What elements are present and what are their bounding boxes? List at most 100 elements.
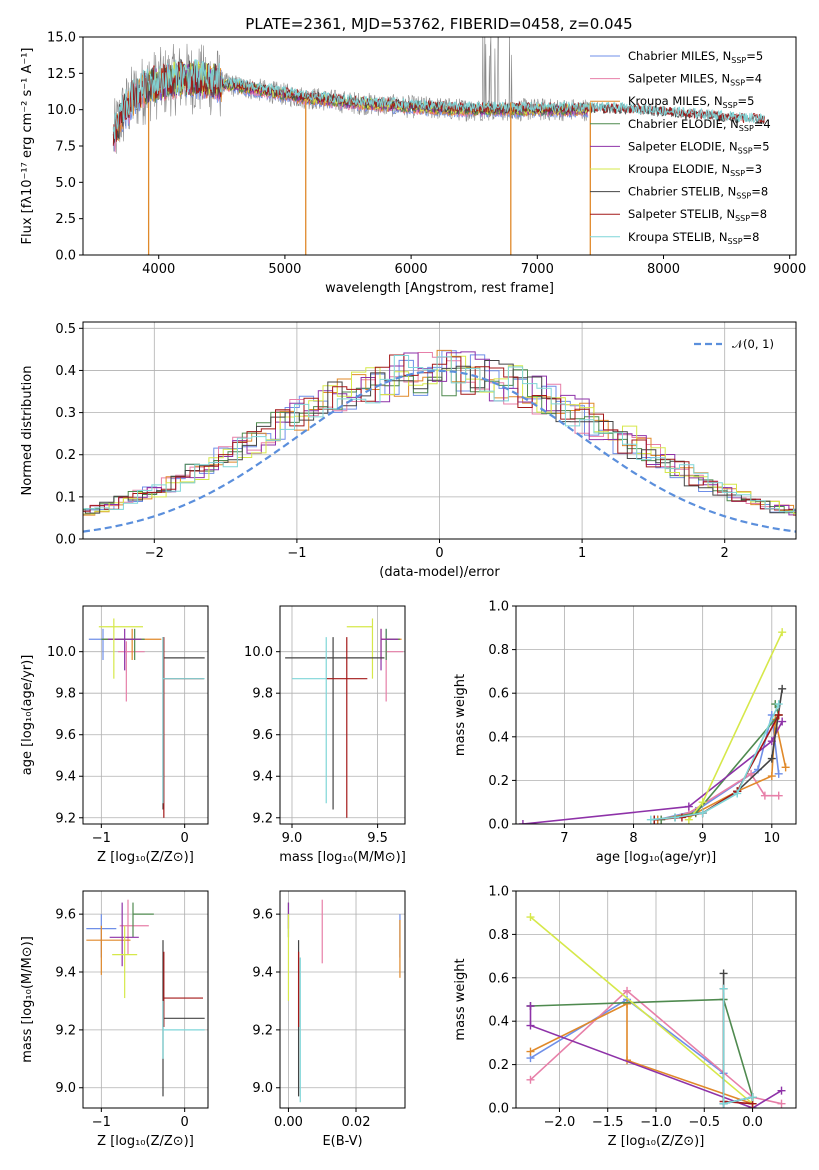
age-weight-frame: 7 8 9 10 0.0 0.2 0.4 0.6 0.8 1.0 age [log₁₀(age/yr… bbox=[453, 600, 797, 865]
errorbar-point bbox=[162, 1000, 205, 1059]
spectrum-frame: 4000 5000 6000 7000 8000 9000 0.0 2.5 5.0 7.5 10.0… bbox=[20, 31, 806, 297]
y-tick-label: 0.0 bbox=[488, 818, 509, 833]
x-tick-label: 8000 bbox=[647, 262, 680, 277]
x-tick-label: −1 bbox=[92, 1115, 111, 1130]
weight-marker bbox=[646, 815, 655, 824]
weight-marker bbox=[760, 791, 769, 800]
x-axis-label: Z [log₁₀(Z/Z⊙)] bbox=[608, 1134, 705, 1149]
y-tick-label: 0.0 bbox=[55, 249, 76, 264]
weight-marker bbox=[526, 913, 535, 922]
weight-marker bbox=[684, 815, 693, 824]
errorbar-point bbox=[162, 637, 205, 804]
weight-marker bbox=[526, 1002, 535, 1011]
y-tick-label: 9.4 bbox=[55, 966, 76, 981]
x-axis-label: Z [log₁₀(Z/Z⊙)] bbox=[97, 850, 194, 865]
errorbar-point bbox=[118, 641, 145, 702]
weight-marker bbox=[671, 813, 680, 822]
x-tick-label: 7 bbox=[560, 831, 568, 846]
y-tick-label: 9.2 bbox=[252, 1023, 273, 1038]
y-tick-label: 9.6 bbox=[252, 728, 273, 743]
x-tick-label: 0 bbox=[435, 546, 443, 561]
y-tick-label: 0.8 bbox=[488, 643, 509, 658]
errorbar-point bbox=[380, 628, 399, 671]
x-tick-label: −1.0 bbox=[640, 1115, 672, 1130]
mass-age-frame: 9.0 9.5 9.2 9.4 9.6 9.8 10.0 mass [log₁₀(M/M⊙)] bbox=[244, 605, 406, 865]
legend-sub: SSP bbox=[723, 101, 738, 110]
y-tick-label: 9.4 bbox=[252, 966, 273, 981]
y-tick-label: 0.6 bbox=[488, 971, 509, 986]
y-tick-label: 0.5 bbox=[55, 322, 76, 337]
y-tick-label: 9.4 bbox=[252, 770, 273, 785]
x-tick-label: 4000 bbox=[142, 262, 175, 277]
weight-marker bbox=[774, 791, 783, 800]
z-age-axes bbox=[83, 606, 208, 824]
y-tick-label: 0.4 bbox=[55, 364, 76, 379]
y-tick-label: 0.0 bbox=[488, 1102, 509, 1117]
weight-marker bbox=[698, 798, 707, 807]
age-weight-lines bbox=[518, 628, 790, 824]
legend-value: =5 bbox=[738, 94, 755, 108]
legend-label: Kroupa ELODIE, NSSP=3 bbox=[628, 162, 762, 178]
y-tick-label: 0.4 bbox=[488, 730, 509, 745]
x-tick-label: 9.0 bbox=[282, 831, 303, 846]
spectrum-lines bbox=[112, 37, 765, 255]
x-tick-label: 0 bbox=[181, 831, 189, 846]
y-tick-label: 10.0 bbox=[47, 645, 76, 660]
x-tick-label: 0.0 bbox=[742, 1115, 763, 1130]
weight-marker bbox=[623, 999, 632, 1008]
panels-layer: 4000 5000 6000 7000 8000 90000.02.55.07.510.0… bbox=[20, 31, 806, 1150]
y-axis-label: Normed distribution bbox=[20, 366, 35, 496]
weight-marker bbox=[767, 772, 776, 781]
y-tick-label: 1.0 bbox=[488, 600, 509, 615]
x-tick-label: 0.02 bbox=[342, 1115, 371, 1130]
x-tick-label: 9 bbox=[699, 831, 707, 846]
x-axis-label: mass [log₁₀(M/M⊙)] bbox=[279, 850, 406, 865]
legend-label: Chabrier STELIB, NSSP=8 bbox=[628, 185, 768, 201]
histogram-salpeter-elodie bbox=[83, 351, 796, 516]
x-tick-label: 9.5 bbox=[367, 831, 388, 846]
errorbar-point bbox=[291, 637, 327, 804]
weight-marker bbox=[526, 1047, 535, 1056]
y-axis-label: mass weight bbox=[453, 958, 468, 1040]
z-age-errorbars bbox=[88, 618, 205, 818]
y-tick-label: 9.2 bbox=[252, 811, 273, 826]
weight-marker bbox=[526, 1075, 535, 1084]
x-tick-label: −1.5 bbox=[592, 1115, 624, 1130]
y-axis-label: mass [log₁₀(M/M⊙)] bbox=[20, 936, 35, 1063]
errorbar-point bbox=[112, 925, 138, 999]
weight-marker bbox=[698, 809, 707, 818]
y-tick-label: 10.0 bbox=[244, 645, 273, 660]
x-tick-label: 8 bbox=[629, 831, 637, 846]
weight-marker bbox=[623, 986, 632, 995]
weight-marker bbox=[774, 700, 783, 709]
x-tick-label: 7000 bbox=[521, 262, 554, 277]
y-tick-label: 0.4 bbox=[488, 1015, 509, 1030]
weight-marker bbox=[719, 969, 728, 978]
legend-sub: SSP bbox=[728, 237, 743, 246]
axes-frame bbox=[82, 890, 209, 1109]
legend-label: Salpeter STELIB, NSSP=8 bbox=[628, 207, 767, 223]
y-tick-label: 0.1 bbox=[55, 490, 76, 505]
normal-curve bbox=[83, 369, 796, 533]
y-tick-label: 9.2 bbox=[55, 1023, 76, 1038]
y-tick-label: 0.2 bbox=[55, 448, 76, 463]
legend-sub: SSP bbox=[739, 124, 754, 133]
weight-marker bbox=[778, 628, 787, 637]
y-tick-label: 9.6 bbox=[55, 728, 76, 743]
legend-value: =8 bbox=[743, 230, 760, 244]
legend-value: =5 bbox=[753, 139, 770, 153]
legend-label: 𝒩(0, 1) bbox=[732, 337, 774, 351]
z-mass-frame: −1 0 9.0 9.2 9.4 9.6 Z [log₁₀(Z/Z⊙)] mass [log₁… bbox=[20, 890, 209, 1149]
legend-sub: SSP bbox=[736, 192, 751, 201]
residual-histograms bbox=[83, 349, 796, 533]
weight-marker bbox=[781, 763, 790, 772]
weight-marker bbox=[774, 769, 783, 778]
legend-sub: SSP bbox=[730, 169, 745, 178]
y-tick-label: 7.5 bbox=[55, 140, 76, 155]
legend-label: Chabrier MILES, NSSP=5 bbox=[628, 49, 763, 65]
x-axis-label: (data-model)/error bbox=[379, 565, 500, 580]
legend-label: Kroupa STELIB, NSSP=8 bbox=[628, 230, 759, 246]
z-weight-lines bbox=[526, 913, 786, 1108]
